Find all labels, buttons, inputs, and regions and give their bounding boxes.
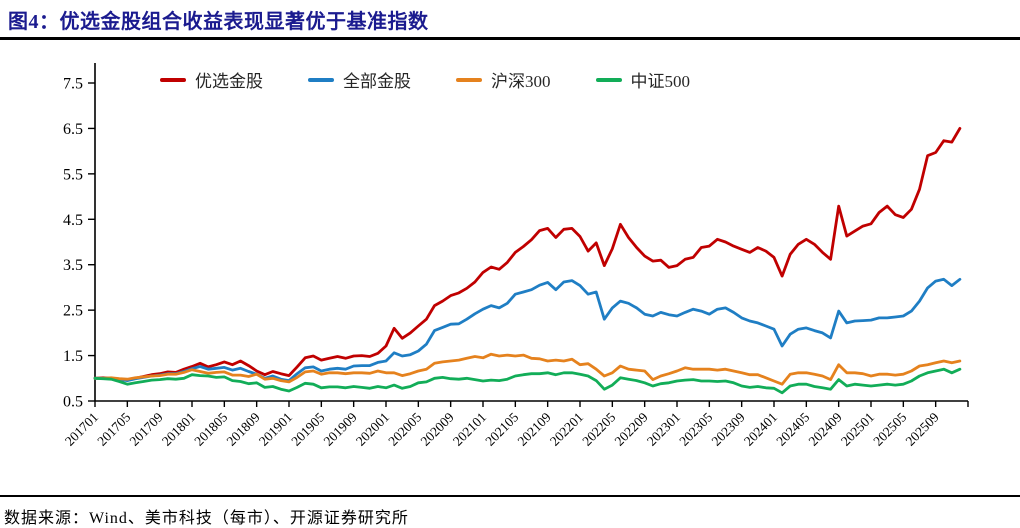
x-axis-label: 202505 (870, 409, 909, 448)
y-axis-label: 5.5 (63, 166, 83, 183)
x-axis-label: 202001 (353, 410, 392, 449)
x-axis-label: 202009 (418, 409, 457, 448)
x-axis-label: 202409 (806, 409, 845, 448)
x-axis-label: 201709 (127, 409, 166, 448)
legend-line-orange-icon (456, 77, 482, 82)
source-text: 数据来源：Wind、美市科技（每市）、开源证券研究所 (4, 510, 409, 527)
x-axis-label: 201809 (224, 409, 263, 448)
x-axis-label: 202205 (579, 409, 618, 448)
x-axis-label: 201901 (256, 410, 295, 449)
x-axis-label: 202109 (515, 409, 554, 448)
legend-line-red-icon (160, 77, 186, 82)
x-axis-label: 201905 (288, 409, 327, 448)
legend-label-csi500: 中证500 (630, 72, 691, 91)
page-title: 图4：优选金股组合收益表现显著优于基准指数 (8, 11, 429, 33)
title-rule (0, 37, 1020, 40)
x-axis-label: 201701 (62, 410, 101, 449)
y-axis-label: 1.5 (63, 348, 83, 365)
y-axis-label: 2.5 (63, 303, 83, 320)
source-row: 数据来源：Wind、美市科技（每市）、开源证券研究所 (0, 497, 1020, 528)
legend-line-green-icon (595, 77, 622, 82)
line-chart: 0.5 1.5 2.5 3.5 4.5 5.5 6.5 7.5 2017012017052017… (62, 63, 969, 449)
x-axis-label: 202209 (612, 409, 651, 448)
x-axis-label: 202105 (482, 409, 521, 448)
series-line-1 (93, 277, 962, 382)
x-axis-label: 202305 (676, 409, 715, 448)
legend-label-all-gold-stocks: 全部金股 (343, 72, 411, 91)
x-axis-label: 202509 (903, 409, 942, 448)
x-axis-label: 202201 (547, 410, 586, 449)
y-axis-label: 7.5 (63, 76, 83, 93)
series-line-3 (93, 367, 962, 395)
y-axis-label: 0.5 (63, 394, 83, 411)
x-axis-label: 201805 (191, 409, 230, 448)
legend-item-optimal-gold-stocks: 优选金股 (160, 67, 263, 92)
legend-line-blue-icon (308, 77, 334, 82)
series-line-0 (93, 127, 962, 382)
y-axis-label: 6.5 (63, 121, 83, 138)
chart-legend: 优选金股 全部金股 沪深300 中证500 (160, 67, 690, 92)
legend-item-csi500: 中证500 (595, 67, 691, 92)
x-axis-label: 202005 (385, 409, 424, 448)
x-axis-label: 202501 (838, 410, 877, 449)
x-axis-label: 202309 (709, 409, 748, 448)
legend-label-hs300: 沪深300 (491, 72, 551, 91)
x-axis-label: 202401 (741, 410, 780, 449)
legend-item-all-gold-stocks: 全部金股 (308, 67, 411, 92)
x-axis-label: 202301 (644, 410, 683, 449)
footer-rule (0, 495, 1020, 497)
y-axis-label: 3.5 (63, 257, 83, 274)
legend-item-hs300: 沪深300 (456, 67, 551, 92)
legend-label-optimal-gold-stocks: 优选金股 (195, 72, 263, 91)
axis-lines (94, 63, 968, 402)
x-axis-label: 201801 (159, 410, 198, 449)
x-axis-label: 202405 (773, 409, 812, 448)
series-line-2 (93, 352, 962, 386)
x-axis-label: 201705 (94, 409, 133, 448)
x-axis-label: 202101 (450, 410, 489, 449)
y-axis-label: 4.5 (63, 212, 83, 229)
x-axis-label: 201909 (321, 409, 360, 448)
chart-area: 0.5 1.5 2.5 3.5 4.5 5.5 6.5 7.5 201701 201705 2017… (0, 43, 1020, 495)
figure-header: 图4：优选金股组合收益表现显著优于基准指数 (0, 0, 1020, 37)
